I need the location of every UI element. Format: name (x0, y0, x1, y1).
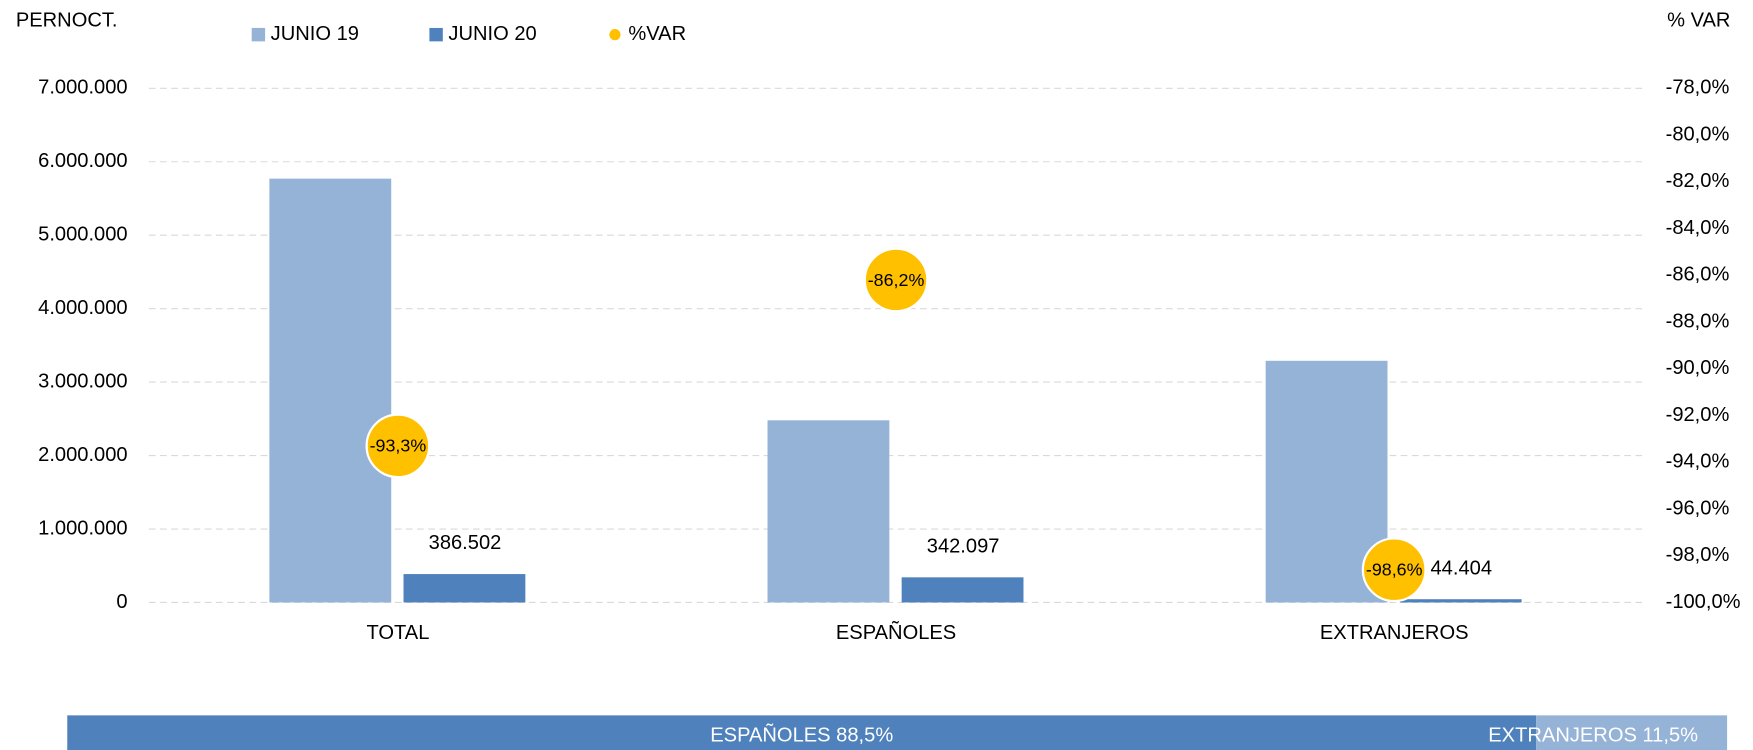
y2-tick-label: -84,0% (1666, 217, 1730, 239)
bar (403, 574, 526, 603)
y2-axis-label: % VAR (1667, 10, 1730, 32)
segment-label: EXTRANJEROS 11,5% (1488, 725, 1698, 747)
y2-tick-label: -90,0% (1666, 357, 1730, 379)
data-label: 44.404 (1431, 557, 1493, 579)
data-label: -93,3% (370, 436, 427, 456)
segment-name: ESPAÑOLES (710, 723, 830, 747)
legend-swatch (251, 27, 266, 42)
y2-tick-label: -80,0% (1666, 123, 1730, 145)
y2-tick-label: -96,0% (1666, 497, 1730, 519)
y2-tick-label: -78,0% (1666, 77, 1730, 99)
segment (67, 715, 1537, 750)
y2-tick-label: -82,0% (1666, 170, 1730, 192)
y-tick-label: 7.000.000 (38, 77, 127, 99)
x-tick-label: EXTRANJEROS (1320, 622, 1469, 644)
data-label: 386.502 (429, 532, 502, 554)
y2-tick-label: -98,0% (1666, 544, 1730, 566)
y-tick-label: 0 (116, 591, 127, 613)
data-label: 342.097 (927, 535, 1000, 557)
data-label: -86,2% (868, 270, 925, 290)
y-axis-label: PERNOCT. (16, 10, 118, 32)
data-label: -98,6% (1366, 560, 1423, 580)
segment-value: 88,5% (836, 725, 893, 747)
segment-label: ESPAÑOLES 88,5% (710, 723, 893, 747)
bar (767, 420, 890, 603)
legend-label: %VAR (628, 23, 686, 45)
legend-label: JUNIO 19 (271, 23, 359, 45)
y-tick-label: 5.000.000 (38, 224, 127, 246)
y-tick-label: 6.000.000 (38, 150, 127, 172)
y-tick-label: 4.000.000 (38, 297, 127, 319)
legend-swatch (609, 29, 621, 41)
y2-tick-label: -88,0% (1666, 310, 1730, 332)
y2-tick-label: -86,0% (1666, 264, 1730, 286)
bar (1399, 599, 1522, 603)
legend-label: JUNIO 20 (448, 23, 536, 45)
y-tick-label: 3.000.000 (38, 370, 127, 392)
y2-tick-label: -100,0% (1666, 591, 1741, 613)
x-tick-label: TOTAL (366, 622, 429, 644)
legend-swatch (429, 27, 443, 42)
y2-tick-label: -94,0% (1666, 451, 1730, 473)
segment-value: 11,5% (1643, 725, 1699, 747)
y2-tick-label: -92,0% (1666, 404, 1730, 426)
point (863, 247, 929, 313)
point (1361, 537, 1427, 603)
y-tick-label: 2.000.000 (38, 444, 127, 466)
bar (269, 178, 392, 603)
x-tick-label: ESPAÑOLES (836, 620, 956, 644)
segment (1536, 715, 1728, 750)
y-tick-label: 1.000.000 (38, 517, 127, 539)
bar (901, 577, 1024, 603)
point (365, 413, 431, 479)
segment-name: EXTRANJEROS (1488, 725, 1637, 747)
